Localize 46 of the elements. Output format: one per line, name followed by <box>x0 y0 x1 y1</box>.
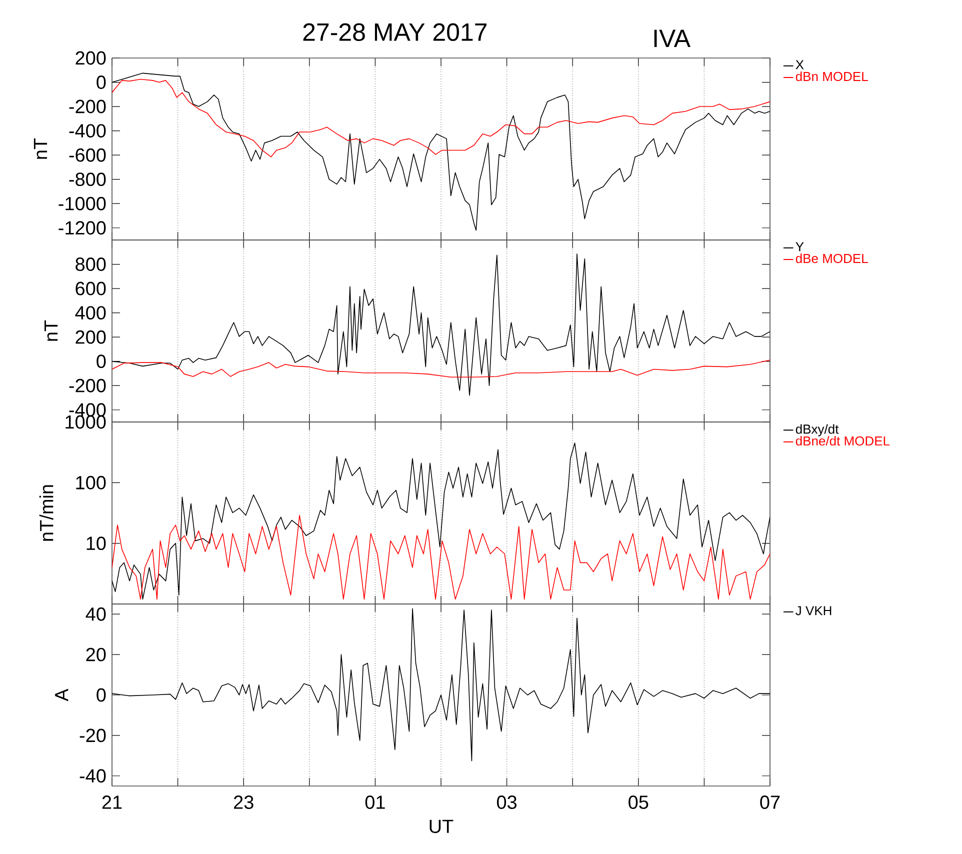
x-tick-label: 05 <box>628 796 648 809</box>
x-tick-label: 01 <box>365 796 385 809</box>
x-tick-label: 23 <box>234 796 254 809</box>
y-tick-label: 200 <box>76 51 106 65</box>
y-axis-title: nT <box>44 320 58 341</box>
x-tick-label: 07 <box>760 796 780 809</box>
legend-label: dBe MODEL <box>796 254 868 264</box>
chart-title: 27-28 MAY 2017 <box>303 23 487 42</box>
y-tick-label: -600 <box>69 148 106 162</box>
y-axis-title: A <box>55 688 68 702</box>
y-tick-label: 20 <box>86 648 106 662</box>
y-tick-label: -20 <box>80 728 106 742</box>
y-tick-label: 0 <box>96 688 106 702</box>
legend-label: X <box>796 60 804 70</box>
y-axis-title: nT/min <box>39 485 54 541</box>
y-tick-label: 1000 <box>66 415 106 429</box>
y-tick-label: 10 <box>86 536 106 550</box>
x-axis-title: UT <box>430 820 454 834</box>
y-axis-title: nT <box>34 138 48 159</box>
y-tick-label: -200 <box>69 378 106 392</box>
line-series <box>112 72 770 231</box>
y-tick-label: -1200 <box>58 221 106 235</box>
legend-label: Y <box>796 242 804 252</box>
legend-label: dBxy/dt <box>796 424 839 436</box>
y-tick-label: -400 <box>69 124 106 138</box>
y-tick-label: 800 <box>76 258 106 271</box>
legend-label: dBne/dt MODEL <box>796 436 890 446</box>
x-tick-label: 21 <box>102 796 122 809</box>
y-tick-label: -400 <box>69 403 106 417</box>
y-tick-label: 40 <box>86 607 106 621</box>
line-series <box>112 442 770 600</box>
x-tick-label: 03 <box>496 796 517 809</box>
chart-subtitle: IVA <box>654 30 690 48</box>
y-tick-label: -200 <box>69 100 106 114</box>
y-tick-label: -40 <box>80 769 106 783</box>
y-tick-label: 400 <box>75 306 106 320</box>
y-tick-label: 200 <box>76 330 106 344</box>
y-tick-label: -1000 <box>58 196 106 210</box>
y-tick-label: 0 <box>96 354 106 368</box>
legend-label: dBn MODEL <box>796 72 868 82</box>
y-tick-label: 0 <box>96 76 106 89</box>
legend-label: J VKH <box>796 606 832 616</box>
y-tick-label: -800 <box>69 172 106 186</box>
line-series <box>112 514 770 600</box>
y-tick-label: 600 <box>76 282 106 296</box>
y-tick-label: 100 <box>76 476 106 490</box>
